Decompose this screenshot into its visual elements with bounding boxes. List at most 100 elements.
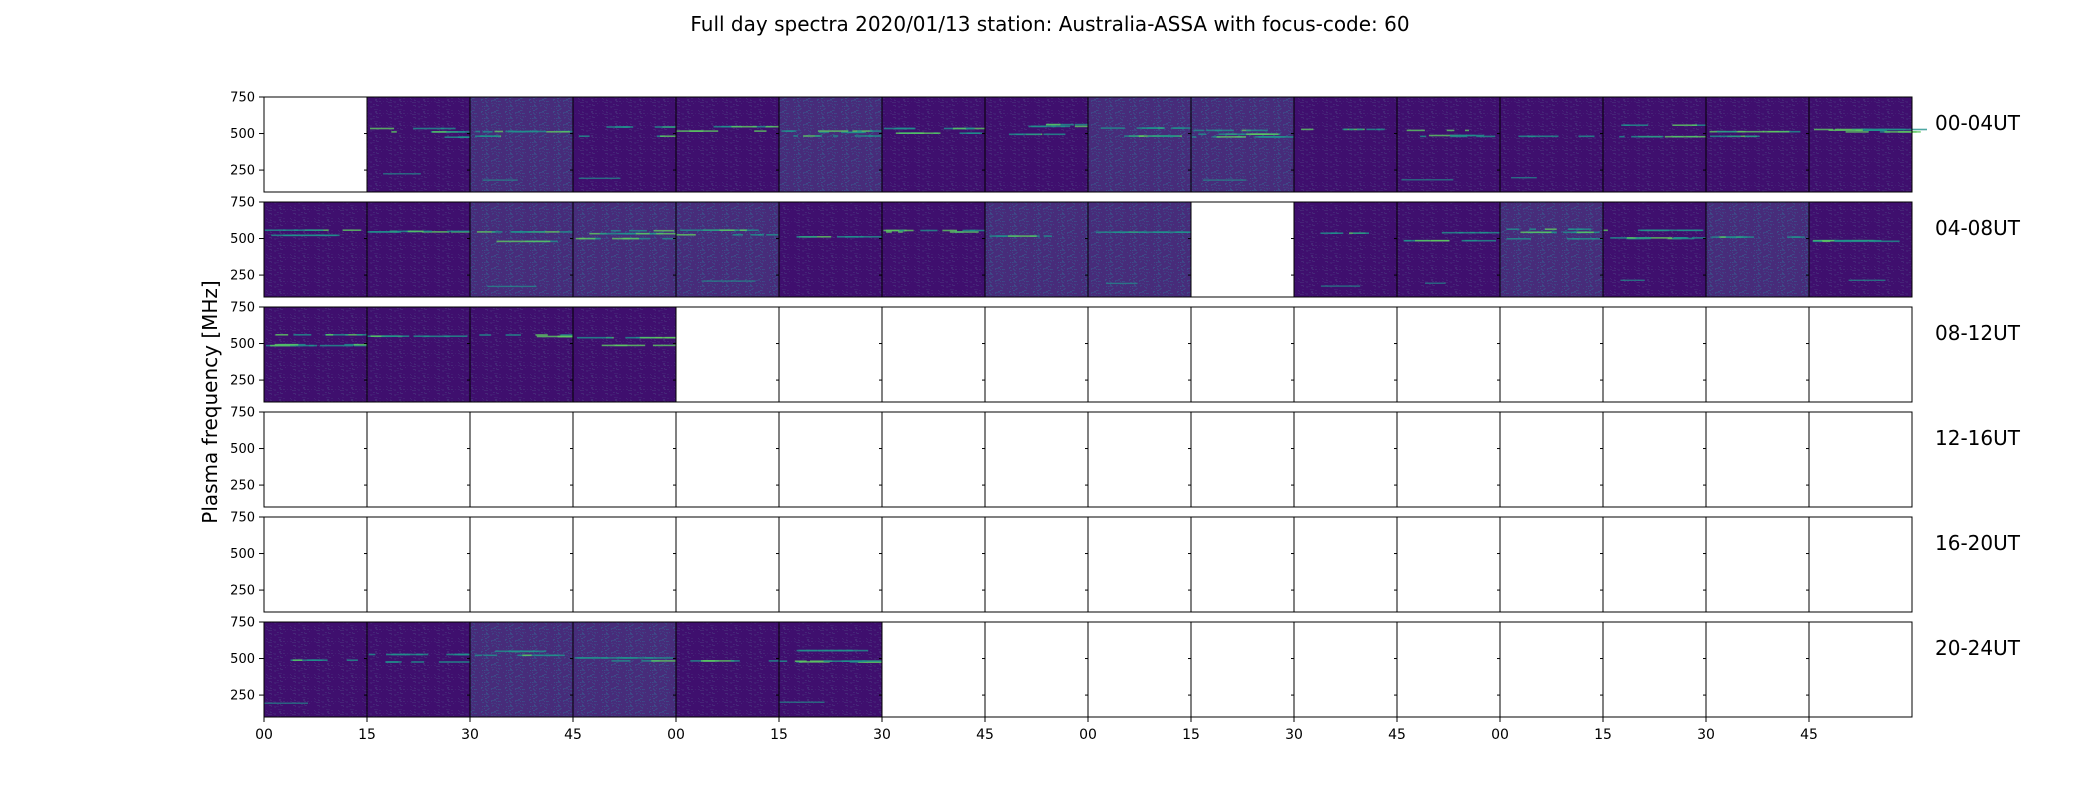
signal-line <box>1043 133 1066 136</box>
signal-line <box>1202 179 1247 181</box>
empty-panel <box>264 412 367 507</box>
empty-panel <box>1603 517 1706 612</box>
signal-line <box>1506 238 1531 240</box>
signal-line <box>758 234 763 236</box>
signal-line <box>475 135 501 137</box>
signal-line <box>1352 232 1369 234</box>
empty-panel <box>1294 307 1397 402</box>
y-tick-label: 500 <box>230 652 255 667</box>
signal-line <box>1845 131 1869 133</box>
signal-line <box>859 236 892 238</box>
signal-line <box>1276 136 1306 138</box>
signal-line <box>883 229 907 232</box>
signal-line <box>1566 238 1596 240</box>
signal-line <box>1638 237 1672 239</box>
spectrum-panel <box>1088 202 1191 297</box>
signal-line <box>1529 228 1536 230</box>
signal-line <box>1527 135 1559 138</box>
y-tick-label: 750 <box>230 196 255 211</box>
signal-line <box>416 653 429 656</box>
signal-line <box>309 344 317 347</box>
empty-panel <box>1809 622 1912 717</box>
x-tick-label: 45 <box>976 727 994 743</box>
signal-line <box>1320 285 1361 287</box>
signal-line <box>1457 134 1485 137</box>
signal-line <box>676 234 696 236</box>
signal-line <box>482 179 518 181</box>
signal-line <box>1664 135 1695 138</box>
signal-line <box>1246 129 1268 132</box>
signal-line <box>1100 127 1125 129</box>
signal-line <box>1458 231 1489 234</box>
signal-line <box>1511 177 1537 179</box>
signal-line <box>1848 279 1886 281</box>
x-tick-label: 15 <box>1594 727 1612 743</box>
empty-panel <box>264 517 367 612</box>
signal-line <box>857 130 862 132</box>
signal-line <box>535 334 548 336</box>
signal-line <box>1745 135 1757 138</box>
signal-line <box>616 657 628 659</box>
signal-line <box>1105 282 1138 285</box>
row-label: 08-12UT <box>1935 321 2021 345</box>
signal-line <box>577 336 610 339</box>
signal-line <box>421 231 450 233</box>
empty-panel <box>882 307 985 402</box>
signal-line <box>810 660 833 662</box>
signal-line <box>292 659 303 661</box>
x-tick-label: 30 <box>1697 727 1715 743</box>
signal-line <box>1028 125 1047 128</box>
signal-line <box>779 660 788 662</box>
empty-panel <box>1397 622 1500 717</box>
signal-line <box>1465 129 1469 132</box>
empty-panel <box>779 517 882 612</box>
empty-panel <box>1191 517 1294 612</box>
signal-line <box>536 335 562 338</box>
signal-line <box>1694 135 1710 138</box>
signal-line <box>1113 231 1148 233</box>
signal-line <box>385 335 410 337</box>
signal-line <box>1254 136 1282 138</box>
signal-line <box>779 701 825 703</box>
signal-line <box>1691 237 1707 239</box>
x-tick-label: 45 <box>1388 727 1406 743</box>
signal-line <box>651 660 678 662</box>
empty-panel <box>779 307 882 402</box>
row-08-12UT: 250 500 750 08-12UT <box>230 301 2021 403</box>
x-tick-label: 30 <box>1285 727 1303 743</box>
signal-line <box>407 230 424 233</box>
signal-line <box>524 130 546 133</box>
signal-line <box>446 131 466 133</box>
empty-panel <box>779 412 882 507</box>
signal-line <box>752 125 774 128</box>
signal-line <box>746 229 759 231</box>
empty-panel <box>1397 307 1500 402</box>
signal-line <box>1716 130 1737 133</box>
signal-line <box>611 660 631 662</box>
spectrum-panel <box>470 97 573 192</box>
signal-line <box>457 131 482 133</box>
spectrum-panel <box>1088 97 1191 192</box>
signal-line <box>1461 239 1477 242</box>
signal-line <box>1431 239 1450 242</box>
empty-panel <box>470 517 573 612</box>
signal-line <box>1193 129 1205 132</box>
spectrum-panel <box>1809 97 1912 192</box>
row-label: 16-20UT <box>1935 531 2021 555</box>
x-tick-label: 15 <box>770 727 788 743</box>
y-axis-label: Plasma frequency [MHz] <box>198 280 222 524</box>
signal-line <box>1544 228 1557 230</box>
signal-line <box>833 135 839 137</box>
signal-line <box>846 649 869 652</box>
signal-line <box>754 130 767 132</box>
signal-line <box>1343 128 1365 131</box>
signal-line <box>1153 231 1167 233</box>
signal-line <box>964 127 988 130</box>
spectrum-panel <box>779 202 882 297</box>
signal-line <box>836 236 864 238</box>
signal-line <box>803 135 821 137</box>
empty-panel <box>367 412 470 507</box>
empty-panel <box>985 517 1088 612</box>
signal-line <box>369 231 400 233</box>
